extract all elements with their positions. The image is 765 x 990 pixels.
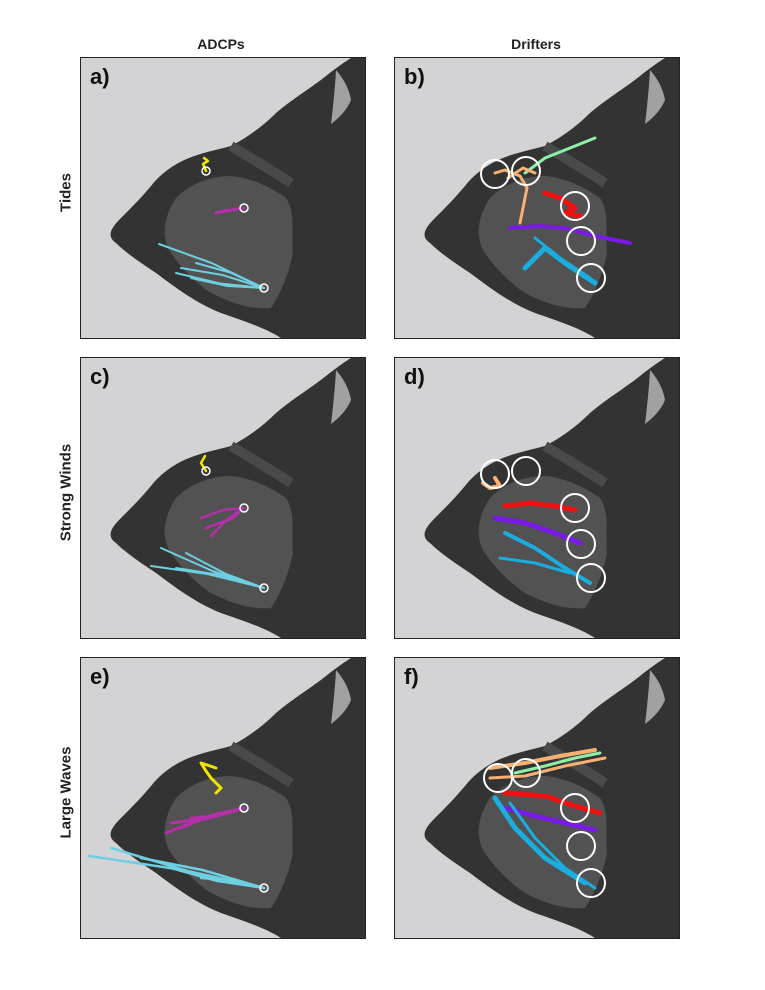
map-adcp-winds — [110, 358, 365, 638]
release-circle — [511, 156, 541, 186]
drifter-track-green — [513, 751, 602, 775]
channel — [228, 141, 294, 188]
panel-label-f: f) — [404, 664, 419, 689]
reef-flat — [164, 476, 293, 609]
panel-b: b) — [394, 57, 680, 339]
panel-e: e) — [80, 657, 366, 939]
panel-label-d: d) — [404, 364, 425, 389]
release-circle — [511, 758, 541, 788]
drifter-track-orange — [493, 168, 529, 225]
map-adcp-tides — [110, 58, 365, 338]
channel — [228, 441, 294, 488]
drifter-track-red — [542, 190, 583, 219]
drifter-track-red — [502, 790, 603, 816]
release-circle — [480, 159, 510, 189]
drifter-track-purple — [508, 224, 632, 245]
adcp-site — [201, 166, 211, 176]
release-circle — [576, 263, 606, 293]
adcp-track-cyan — [180, 267, 265, 289]
channel — [228, 741, 294, 788]
adcp-site — [259, 883, 269, 893]
drifter-track-blue — [533, 236, 592, 280]
drifter-track-green — [523, 136, 597, 175]
adcp-site — [239, 203, 249, 213]
adcp-track-yellow — [204, 769, 223, 795]
drifter-track-red — [502, 500, 578, 513]
shoreline-beach — [331, 670, 351, 724]
shoreline-beach — [331, 370, 351, 424]
adcp-track-yellow — [199, 454, 208, 473]
adcp-track-cyan — [190, 277, 265, 289]
shoreline-beach — [645, 370, 665, 424]
adcp-site — [239, 503, 249, 513]
release-circle — [566, 831, 596, 861]
panel-label-e: e) — [90, 664, 110, 689]
map-drifters-waves — [424, 658, 679, 938]
drifter-track-blue — [508, 801, 597, 890]
release-circle — [576, 868, 606, 898]
drifter-track-orange — [488, 748, 597, 770]
drifter-track-orange — [488, 756, 607, 780]
column-title-drifters: Drifters — [511, 36, 561, 52]
map-drifters-tides — [424, 58, 679, 338]
column-title-adcps: ADCPs — [197, 36, 245, 52]
adcp-track-magenta — [219, 506, 246, 525]
shoreline-beach — [645, 670, 665, 724]
adcp-track-cyan — [195, 262, 265, 289]
channel — [542, 141, 608, 188]
adcp-track-cyan — [185, 552, 265, 589]
adcp-track-magenta — [189, 806, 246, 820]
release-circle — [566, 226, 596, 256]
drifter-track-blue — [498, 556, 572, 575]
adcp-track-cyan — [175, 567, 265, 589]
release-circle — [480, 459, 510, 489]
adcp-site — [239, 803, 249, 813]
release-circle — [560, 493, 590, 523]
map-drifters-winds — [424, 358, 679, 638]
panel-a: a) — [80, 57, 366, 339]
release-circle — [576, 563, 606, 593]
adcp-site — [259, 583, 269, 593]
map-adcp-waves — [87, 658, 365, 938]
panel-d: d) — [394, 357, 680, 639]
adcp-track-cyan — [169, 866, 266, 890]
panel-label-a: a) — [90, 64, 110, 89]
shoreline-beach — [645, 70, 665, 124]
row-title-tides: Tides — [57, 173, 75, 212]
drifter-track-purple — [502, 805, 598, 833]
release-circle — [560, 191, 590, 221]
panel-label-c: c) — [90, 364, 110, 389]
panel-c: c) — [80, 357, 366, 639]
release-circle — [511, 456, 541, 486]
adcp-site — [201, 466, 211, 476]
shoreline-beach — [331, 70, 351, 124]
row-title-strong-winds: Strong Winds — [57, 443, 75, 542]
release-circle — [560, 793, 590, 823]
release-circle — [566, 529, 596, 559]
channel — [542, 441, 608, 488]
drifter-track-blue — [492, 795, 588, 886]
adcp-track-magenta — [214, 206, 246, 215]
adcp-track-magenta — [199, 506, 246, 520]
panel-f: f) — [394, 657, 680, 939]
adcp-track-yellow — [199, 761, 218, 773]
row-title-large-waves: Large Waves — [57, 746, 75, 839]
adcp-site — [259, 283, 269, 293]
adcp-track-cyan — [199, 876, 266, 890]
panel-label-b: b) — [404, 64, 425, 89]
reef-flat — [164, 176, 293, 309]
